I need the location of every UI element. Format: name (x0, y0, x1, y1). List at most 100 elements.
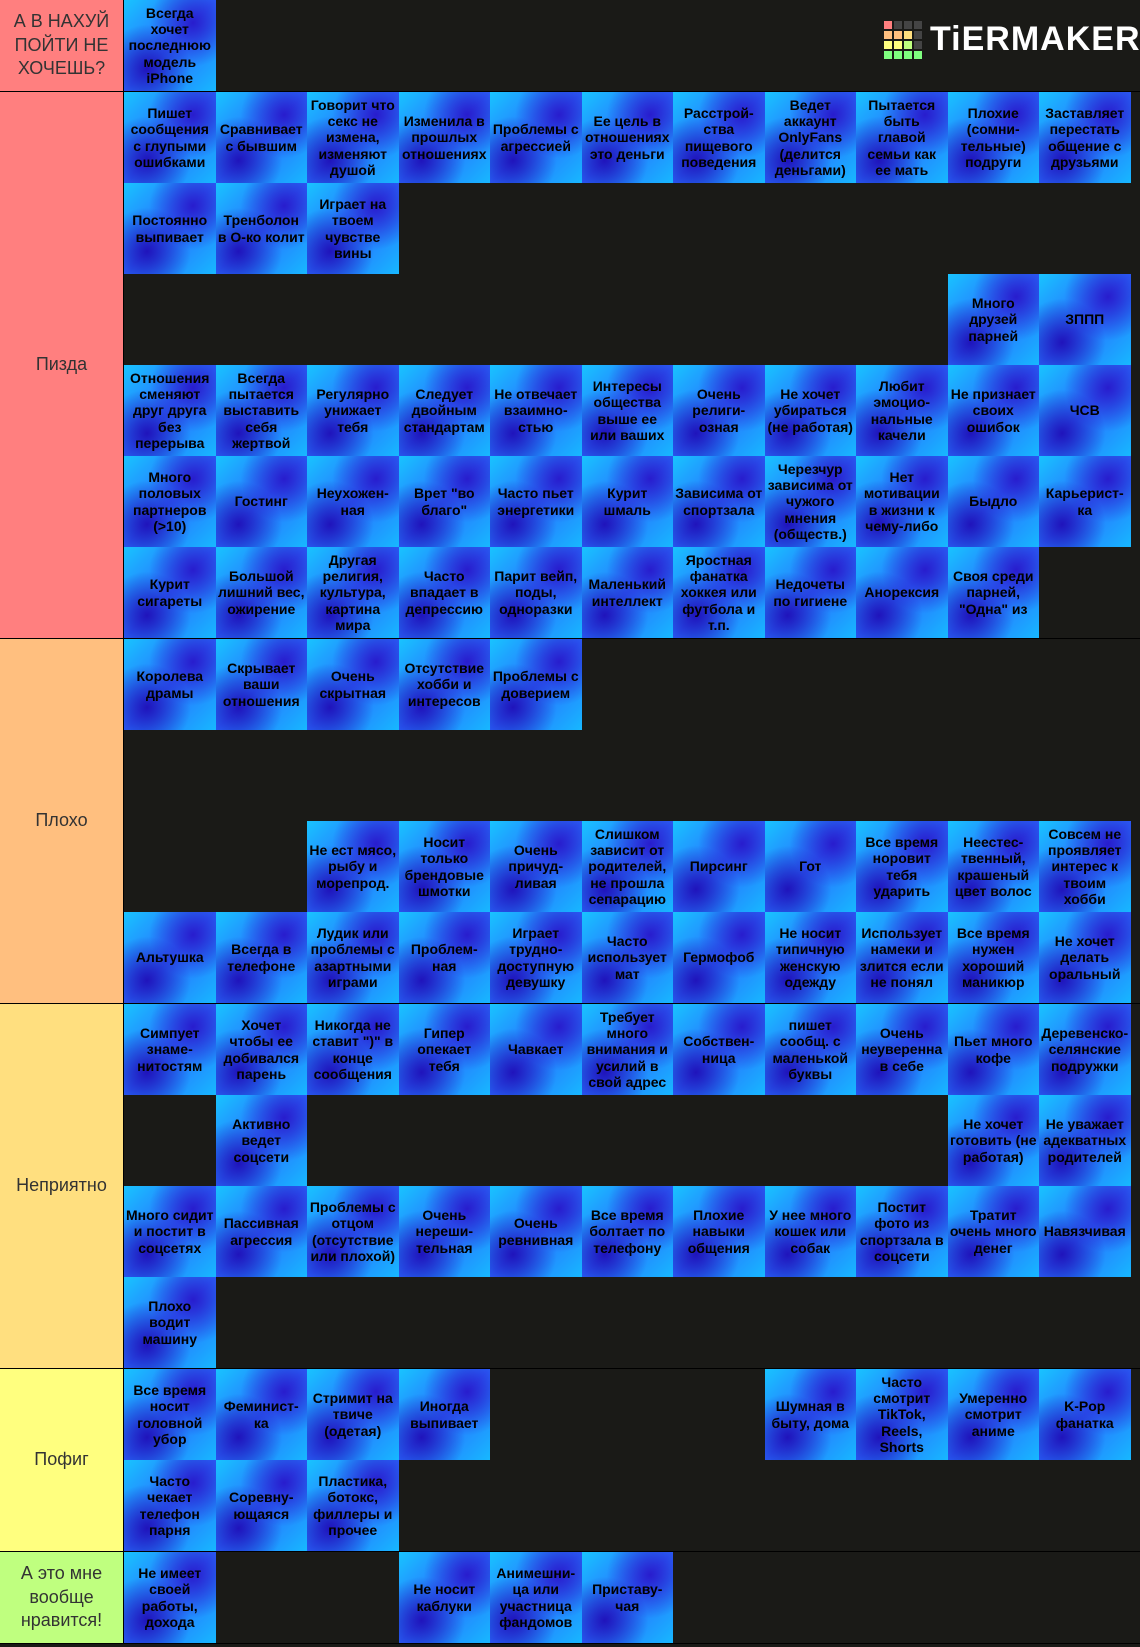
tier-item: Регулярно унижает тебя (307, 365, 399, 456)
tier-item: Требует много внимания и усилий в свой а… (582, 1004, 674, 1095)
tier-row: Пишет сообщения с глупыми ошибками Сравни… (124, 92, 1140, 183)
tier-item: Неестес-твенный, крашеный цвет волос (948, 821, 1040, 912)
tier-item: K-Pop фанатка (1039, 1369, 1131, 1460)
tier-item: Не носит типичную женскую одежду (765, 912, 857, 1003)
tier-item: Не хочет делать оральный (1039, 912, 1131, 1003)
tier-item: Очень неуверенна в себе (856, 1004, 948, 1095)
tier: Плохо Королева драмы Скрывает ваши отношен… (0, 639, 1140, 1004)
tier-item: Курит шмаль (582, 456, 674, 547)
tier-item: Курит сигареты (124, 547, 216, 638)
empty-slot (582, 1369, 674, 1460)
logo-icon (884, 20, 922, 59)
tier-item: Стримит на твиче (одетая) (307, 1369, 399, 1460)
tier-item: Быдло (948, 456, 1040, 547)
tier-item: Иногда выпивает (399, 1369, 491, 1460)
empty-slot (307, 1095, 399, 1186)
tier-item: Все время болтает по телефону (582, 1186, 674, 1277)
tier-item: Скрывает ваши отношения (216, 639, 308, 730)
tier-item: Очень скрытная (307, 639, 399, 730)
tier-item: Своя среди парней, "Одна" из (948, 547, 1040, 638)
tier-item: Сравнивает с бывшим (216, 92, 308, 183)
tier-label: Плохо (0, 639, 124, 1003)
tier-label: А В НАХУЙ ПОЙТИ НЕ ХОЧЕШЬ? (0, 0, 124, 91)
tier-item: Пластика, ботокс, филлеры и прочее (307, 1460, 399, 1551)
tier-row: Много половых партнеров (>10) Гостинг Неух… (124, 456, 1140, 547)
tier-item: Не признает своих ошибок (948, 365, 1040, 456)
tier-row: Активно ведет соцсети Не хочет готовить (… (124, 1095, 1140, 1186)
tier-row (124, 730, 1140, 821)
tier-item: Никогда не ставит ")" в конце сообщения (307, 1004, 399, 1095)
tier-item: Гипер опекает тебя (399, 1004, 491, 1095)
tier-item: Всегда пытается выставить себя жертвой (216, 365, 308, 456)
tier-item: Играет трудно-доступную девушку (490, 912, 582, 1003)
tier-item: Гермофоб (673, 912, 765, 1003)
tier-item: Отсутствие хобби и интересов (399, 639, 491, 730)
tier-items: Королева драмы Скрывает ваши отношения Оче… (124, 639, 1140, 1003)
tier-item: Не ест мясо, рыбу и морепрод. (307, 821, 399, 912)
tier-item: Гостинг (216, 456, 308, 547)
tier-item: Зависима от спортзала (673, 456, 765, 547)
tier-item: Ведет аккаунт OnlyFans (делится деньгами… (765, 92, 857, 183)
tier-item: Врет "во благо" (399, 456, 491, 547)
tier-item: Пытается быть главой семьи как ее мать (856, 92, 948, 183)
tier-item: Чавкает (490, 1004, 582, 1095)
empty-slot (856, 1095, 948, 1186)
tier-item: Анимешни-ца или участница фандомов (490, 1552, 582, 1643)
tier-item: Много друзей парней (948, 274, 1040, 365)
tier-item: Играет на твоем чувстве вины (307, 183, 399, 274)
tier-item: Другая религия, культура, картина мира (307, 547, 399, 638)
tier-item: Всегда хочет последнюю модель iPhone (124, 0, 216, 91)
tier-item: Не уважает адекватных родителей (1039, 1095, 1131, 1186)
empty-slot (582, 1095, 674, 1186)
empty-slot (216, 821, 308, 912)
tier-item: Тренболон в О-ко колит (216, 183, 308, 274)
tier-item: Яростная фанатка хоккея или футбола и т.… (673, 547, 765, 638)
tier-item: Черезчур зависима от чужого мнения (обще… (765, 456, 857, 547)
empty-slot (307, 274, 399, 365)
tier: А В НАХУЙ ПОЙТИ НЕ ХОЧЕШЬ? Всегда хочет п… (0, 0, 1140, 92)
tier-item: Очень причуд-ливая (490, 821, 582, 912)
tier-row: Королева драмы Скрывает ваши отношения Оче… (124, 639, 1140, 730)
tier-item: Не хочет убираться (не работая) (765, 365, 857, 456)
tier-item: Изменила в прошлых отношениях (399, 92, 491, 183)
tier-item: Шумная в быту, дома (765, 1369, 857, 1460)
empty-slot (216, 274, 308, 365)
empty-slot (124, 1095, 216, 1186)
empty-slot (124, 821, 216, 912)
empty-slot (490, 1369, 582, 1460)
empty-slot (399, 1095, 491, 1186)
tier-item: Навязчивая (1039, 1186, 1131, 1277)
tier-item: Плохие навыки общения (673, 1186, 765, 1277)
tier-row: Часто чекает телефон парня Соревну-ющаяся… (124, 1460, 1140, 1551)
tier-item: Альтушка (124, 912, 216, 1003)
tier-item: Часто использует мат (582, 912, 674, 1003)
tier-label: А это мне вообще нравится! (0, 1552, 124, 1643)
empty-slot (673, 1369, 765, 1460)
tier-item: Гот (765, 821, 857, 912)
tier: Неприятно Симпует знаме-нитостям Хочет что… (0, 1004, 1140, 1369)
tier-item: Не носит каблуки (399, 1552, 491, 1643)
tier-item: Часто смотрит TikTok, Reels, Shorts (856, 1369, 948, 1460)
tier-item: Тратит очень много денег (948, 1186, 1040, 1277)
tier-item: Ее цель в отношениях это деньги (582, 92, 674, 183)
tier-item: Плохие (сомни-тельные) подруги (948, 92, 1040, 183)
tier-item: Анорексия (856, 547, 948, 638)
tier-item: Все время норовит тебя ударить (856, 821, 948, 912)
tier-item: Всегда в телефоне (216, 912, 308, 1003)
tier-item: Говорит что секс не измена, изменяют душ… (307, 92, 399, 183)
tier-item: Деревенско-селянские подружки (1039, 1004, 1131, 1095)
tier-item: Следует двойным стандартам (399, 365, 491, 456)
tier-item: Королева драмы (124, 639, 216, 730)
tier-item: Проблем-ная (399, 912, 491, 1003)
tier-item: Очень ревнивная (490, 1186, 582, 1277)
tier-item: Постоянно выпивает (124, 183, 216, 274)
empty-slot (765, 274, 857, 365)
tier-item: Интересы общества выше ее или ваших (582, 365, 674, 456)
tier-item: Все время носит головной убор (124, 1369, 216, 1460)
tier-row: Симпует знаме-нитостям Хочет чтобы ее доб… (124, 1004, 1140, 1095)
tier-item: Недочеты по гигиене (765, 547, 857, 638)
logo: TiERMAKER (884, 20, 1140, 59)
tier-item: Пишет сообщения с глупыми ошибками (124, 92, 216, 183)
tier-item: Не хочет готовить (не работая) (948, 1095, 1040, 1186)
